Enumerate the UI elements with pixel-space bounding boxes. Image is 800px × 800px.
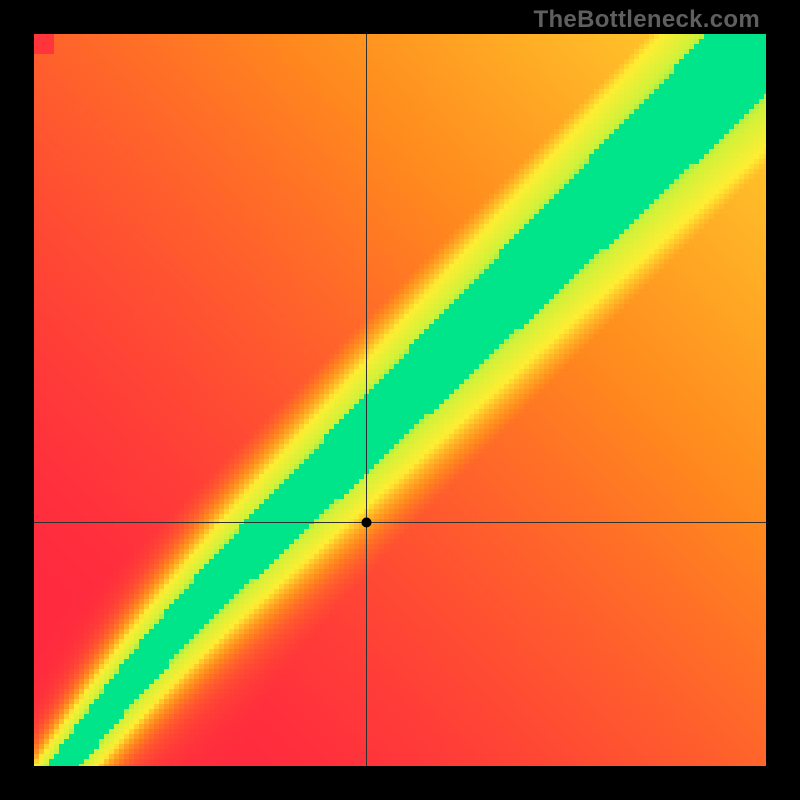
watermark-text: TheBottleneck.com xyxy=(534,6,760,34)
chart-container: TheBottleneck.com xyxy=(0,0,800,800)
bottleneck-heatmap xyxy=(34,34,766,766)
